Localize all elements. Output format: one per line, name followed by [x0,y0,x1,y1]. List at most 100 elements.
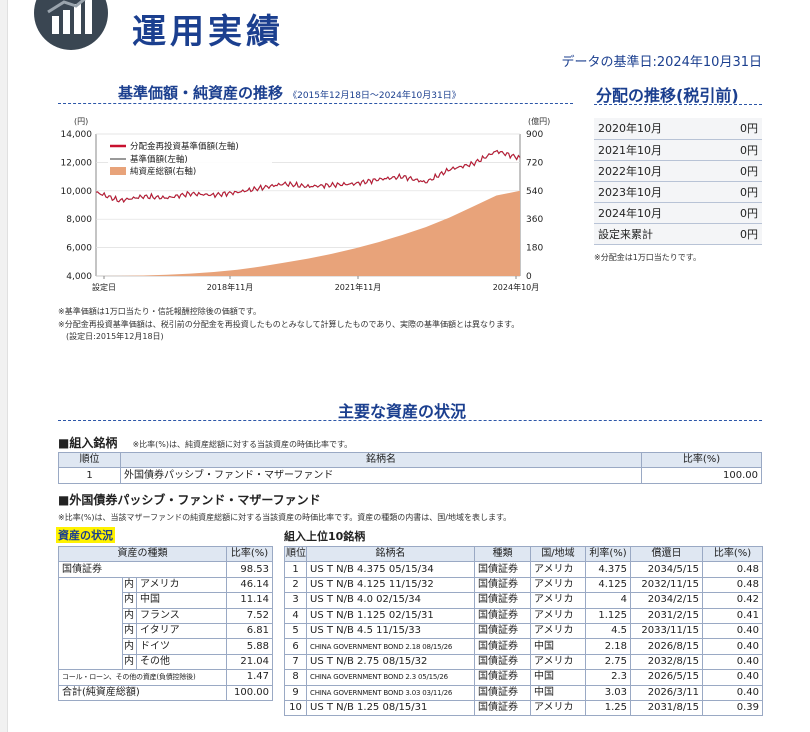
top10-type: 国債証券 [474,653,531,671]
top10-row: 3 US T N/B 4.0 02/15/34 国債証券 アメリカ 4 2034/2/15… [284,592,763,609]
top10-type: 国債証券 [474,638,531,655]
holdings-row: 1 外国債券パッシブ・ファンド・マザーファンド 100.00 [58,467,762,484]
status-row: 内フランス 7.52 [58,607,273,624]
top10-region: アメリカ [530,699,586,717]
top10-row: 1 US T N/B 4.375 05/15/34 国債証券 アメリカ 4.375 203… [284,561,763,578]
distribution-period: 2024年10月 [594,202,718,224]
top10-row: 9 CHINA GOVERNMENT BOND 3.03 03/11/26 国債証券… [284,684,763,701]
top10-type: 国債証券 [474,592,531,609]
top10-region: アメリカ [530,607,586,624]
top10-rank: 10 [284,699,307,717]
top10-rate: 3.03 [585,684,631,701]
status-col-ratio: 比率(%) [226,545,273,563]
status-row: 内その他 21.04 [58,653,273,671]
chart-legend: 分配金再投資基準価額(左軸) 基準価額(左軸) 純資産総額(右軸) [108,138,272,180]
top10-rate: 2.75 [585,653,631,671]
top10-maturity: 2026/8/15 [630,638,703,655]
top10-region: アメリカ [530,622,586,640]
x-tick-label: 設定日 [92,282,116,292]
status-name: コール・ローン、その他の資産(負債控除後) [58,669,227,686]
distribution-row: 2022年10月 0円 [594,160,762,182]
chart-note-3: (設定日:2015年12月18日) [66,332,164,341]
distribution-amount: 0円 [717,202,762,224]
distribution-note: ※分配金は1万口当たりです。 [594,253,701,262]
top10-type: 国債証券 [474,684,531,701]
x-tick-label: 2024年10月 [493,282,540,292]
top10-row: 8 CHINA GOVERNMENT BOND 2.3 05/15/26 国債証券中… [284,669,763,686]
status-row: 内中国 11.14 [58,592,273,609]
distribution-amount: 0円 [717,181,762,203]
mother-fund-label: ■外国債券パッシブ・ファンド・マザーファンド [58,493,321,507]
status-ratio: 11.14 [226,592,273,609]
top10-name: US T N/B 4.5 11/15/33 [306,622,475,640]
top10-name: US T N/B 2.75 08/15/32 [306,653,475,671]
left-tick-label: 4,000 [66,272,92,282]
chart-title: 基準価額・純資産の推移 [118,84,284,102]
status-indent [58,638,123,655]
status-ratio: 98.53 [226,561,273,578]
right-tick-label: 720 [526,158,543,168]
top10-type: 国債証券 [474,699,531,717]
top10-name: CHINA GOVERNMENT BOND 2.18 08/15/26 [306,638,475,655]
chart-heading: 基準価額・純資産の推移 《2015年12月18日～2024年10月31日》 [118,82,461,103]
page-title: 運用実績 [132,12,284,52]
assets-divider [58,420,762,421]
top10-maturity: 2031/8/15 [630,699,703,717]
holdings-name: 外国債券パッシブ・ファンド・マザーファンド [120,467,642,484]
distribution-row: 2023年10月 0円 [594,181,762,203]
left-unit-label: (円) [74,117,88,126]
top10-ratio: 0.42 [702,592,763,609]
top10-region: アメリカ [530,592,586,609]
top10-row: 7 US T N/B 2.75 08/15/32 国債証券 アメリカ 2.75 2032/… [284,653,763,671]
status-prefix: 内 [122,576,137,594]
chart-note-2: ※分配金再投資基準価額は、税引前の分配金を再投資したものとみなして計算したもので… [58,320,520,329]
top10-rate: 4.375 [585,561,631,578]
top10-row: 6 CHINA GOVERNMENT BOND 2.18 08/15/26 国債証券… [284,638,763,655]
top10-row: 2 US T N/B 4.125 11/15/32 国債証券 アメリカ 4.125 203… [284,576,763,594]
chart-divider [58,103,573,104]
status-row: 内アメリカ 46.14 [58,576,273,594]
top10-maturity: 2032/11/15 [630,576,703,594]
status-ratio: 1.47 [226,669,273,686]
right-unit-label: (億円) [528,116,550,126]
top10-col-5: 償還日 [630,545,703,563]
distribution-row: 2024年10月 0円 [594,202,762,224]
status-ratio: 46.14 [226,576,273,594]
top10-name: US T N/B 4.0 02/15/34 [306,592,475,609]
distribution-period: 2021年10月 [594,139,718,161]
top10-ratio: 0.39 [702,699,763,717]
top10-name: US T N/B 4.125 11/15/32 [306,576,475,594]
status-name: その他 [136,653,227,671]
chart-note-1: ※基準価額は1万口当たり・信託報酬控除後の価額です。 [58,307,261,316]
x-tick-label: 2021年11月 [335,282,382,292]
top10-rank: 4 [284,607,307,624]
distribution-amount: 0円 [717,139,762,161]
left-tick-label: 10,000 [61,187,93,197]
top10-ratio: 0.40 [702,669,763,686]
left-tick-label: 8,000 [66,215,92,225]
top10-rank: 7 [284,653,307,671]
top10-name: US T N/B 1.25 08/15/31 [306,699,475,717]
distribution-divider [594,104,762,105]
status-indent [58,654,123,670]
top10-ratio: 0.48 [702,561,763,578]
top10-ratio: 0.40 [702,638,763,655]
distribution-amount: 0円 [717,160,762,182]
top10-ratio: 0.41 [702,607,763,624]
top10-rank: 1 [284,561,307,578]
top10-maturity: 2032/8/15 [630,653,703,671]
right-tick-label: 180 [526,244,543,254]
net-assets-area [96,190,520,276]
top10-col-4: 利率(%) [585,545,631,563]
page-edge [0,0,8,732]
distribution-row: 設定来累計 0円 [594,223,762,245]
top10-table: 順位 銘柄名 種類 国/地域 利率(%) 償還日 比率(%) 1 US T N/B 4.375… [284,545,763,717]
distribution-period: 2023年10月 [594,181,718,203]
top10-ratio: 0.40 [702,622,763,640]
holdings-ratio: 100.00 [641,467,762,484]
holdings-col-name: 銘柄名 [120,451,642,469]
top10-rank: 9 [284,684,307,701]
top10-col-6: 比率(%) [702,545,763,563]
right-tick-label: 900 [526,130,543,140]
status-name: イタリア [136,622,227,640]
